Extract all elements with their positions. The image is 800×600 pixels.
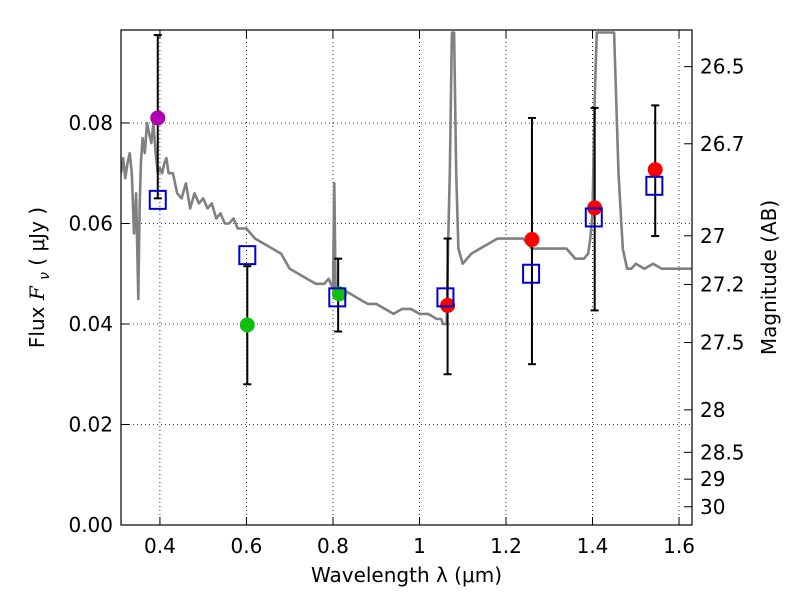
model-photometry-box xyxy=(436,287,455,308)
grid-lines xyxy=(121,30,692,525)
model-spectrum-layer xyxy=(121,31,692,326)
model-photometry-box xyxy=(645,175,664,196)
model-photometry-box xyxy=(328,287,347,308)
y-tick-label: 0.02 xyxy=(68,412,113,436)
right-axis-label: Magnitude (AB) xyxy=(757,200,781,355)
right-tick-label: 28.5 xyxy=(700,440,745,464)
y-tick-label: 0.04 xyxy=(68,312,113,336)
x-tick-label: 1 xyxy=(413,534,426,558)
tick-marks xyxy=(121,30,692,526)
y-axis-label-symbol: F xyxy=(25,285,49,301)
y-axis-label-suffix: ( μJy ) xyxy=(25,207,49,266)
x-tick-label: 1.4 xyxy=(577,534,609,558)
observed-point xyxy=(239,317,255,333)
right-tick-label: 26.7 xyxy=(700,132,745,156)
observed-point xyxy=(647,162,663,178)
model-spectrum-line xyxy=(121,31,692,326)
right-tick-label: 27.5 xyxy=(700,331,745,355)
x-tick-label: 0.4 xyxy=(144,534,176,558)
x-tick-label: 0.6 xyxy=(231,534,263,558)
model-photometry-box xyxy=(584,207,603,228)
observed-point xyxy=(150,110,166,126)
right-tick-label: 27.2 xyxy=(700,272,745,296)
y-tick-label: 0.08 xyxy=(68,111,113,135)
plot-frame xyxy=(120,29,693,526)
model-photometry-box xyxy=(522,263,541,284)
right-tick-label: 28 xyxy=(700,398,725,422)
y-tick-label: 0.00 xyxy=(68,513,113,537)
right-tick-label: 26.5 xyxy=(700,55,745,79)
observed-points-layer xyxy=(150,110,663,333)
model-photometry-box xyxy=(238,245,257,266)
observed-point xyxy=(524,232,540,248)
right-tick-label: 30 xyxy=(700,495,725,519)
y-axis-label-subscript: ν xyxy=(37,272,53,280)
x-axis-label: Wavelength λ (μm) xyxy=(311,563,502,587)
model-photometry-layer xyxy=(148,175,664,308)
model-photometry-box xyxy=(148,189,167,210)
y-axis-label-prefix: Flux xyxy=(25,300,49,348)
x-tick-label: 1.6 xyxy=(663,534,695,558)
x-tick-label: 0.8 xyxy=(317,534,349,558)
y-tick-label: 0.06 xyxy=(68,211,113,235)
right-tick-label: 27 xyxy=(700,224,725,248)
right-tick-label: 29 xyxy=(700,467,725,491)
observed-point xyxy=(331,286,347,302)
y-axis-label: Flux F ν ( μJy ) xyxy=(25,207,54,348)
tick-labels: 0.4 0.6 0.8 1 1.2 1.4 1.6 0.00 0.02 0.04 0.06 0.08 2… xyxy=(68,55,744,558)
x-tick-label: 1.2 xyxy=(490,534,522,558)
errorbar-layer xyxy=(153,34,660,386)
